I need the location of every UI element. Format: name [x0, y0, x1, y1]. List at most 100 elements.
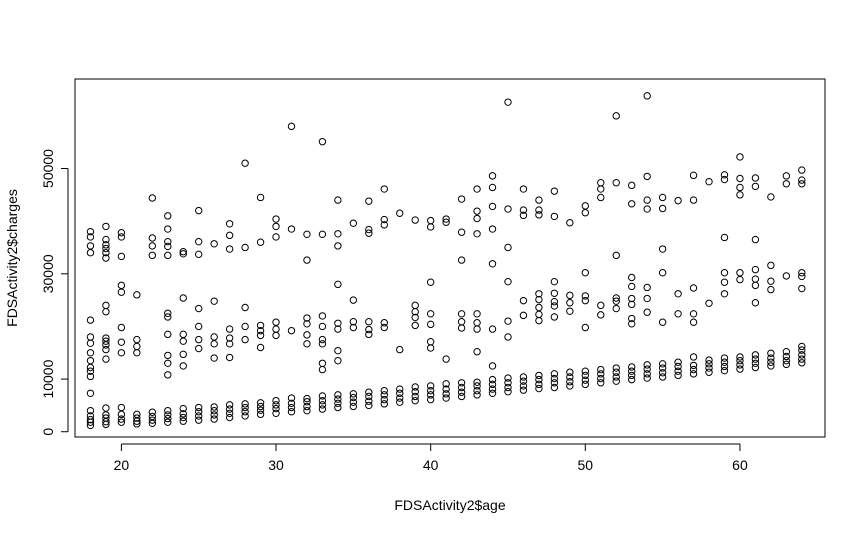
data-point [705, 177, 713, 186]
data-point [612, 364, 620, 372]
data-point [117, 252, 126, 261]
plot-frame [74, 78, 826, 438]
data-point [658, 245, 667, 253]
data-point [720, 354, 729, 362]
data-point [195, 412, 203, 420]
data-point [612, 373, 620, 381]
data-point [689, 196, 698, 204]
data-point [86, 406, 95, 415]
data-point [581, 380, 590, 389]
data-point [272, 222, 280, 231]
data-point [550, 313, 559, 321]
data-point [720, 290, 729, 298]
data-point [380, 395, 388, 404]
data-point [426, 216, 435, 225]
data-point [504, 98, 512, 106]
data-point [349, 219, 358, 227]
data-point [303, 398, 311, 406]
data-point [287, 403, 296, 412]
data-point [457, 324, 466, 332]
data-point [720, 366, 729, 375]
data-point [241, 159, 249, 167]
data-point [519, 373, 528, 381]
data-point [164, 212, 172, 220]
data-point [705, 360, 713, 368]
x-axis: 20 30 40 50 60 [114, 443, 748, 473]
data-point [349, 296, 358, 304]
data-point [318, 392, 327, 400]
data-point [519, 206, 528, 214]
data-point [689, 318, 698, 326]
data-point [736, 356, 744, 365]
data-point [658, 193, 667, 202]
data-point [318, 405, 327, 413]
data-point [86, 367, 95, 375]
data-point [426, 338, 435, 346]
data-point [272, 401, 280, 409]
data-point [767, 277, 775, 285]
data-point [628, 282, 636, 291]
data-point [272, 233, 280, 241]
y-axis-label: FDSActivity2$charges [4, 189, 20, 327]
data-point [457, 379, 466, 387]
data-point [411, 396, 419, 405]
data-point [349, 318, 358, 326]
data-point [535, 211, 543, 219]
data-point [396, 385, 404, 393]
data-point [612, 304, 620, 313]
data-point [705, 299, 713, 307]
data-point [365, 225, 373, 234]
data-point [86, 242, 95, 250]
data-point [566, 219, 574, 227]
data-point [720, 233, 729, 242]
data-point [179, 337, 187, 345]
y-tick-label: 50000 [40, 149, 56, 188]
data-point [380, 400, 388, 408]
data-point [210, 240, 218, 248]
data-point [225, 325, 234, 333]
data-point [767, 285, 775, 294]
data-point [86, 249, 95, 257]
data-point [303, 394, 311, 403]
data-point [751, 363, 760, 372]
data-point [256, 238, 265, 246]
data-point [133, 420, 141, 428]
data-point [658, 204, 667, 213]
data-point [349, 402, 358, 411]
data-point [504, 374, 512, 382]
data-point [426, 386, 435, 395]
data-point [318, 365, 327, 374]
data-point [535, 206, 543, 214]
data-point [782, 172, 791, 180]
data-point [133, 349, 141, 357]
data-point [736, 191, 744, 199]
data-point [798, 342, 806, 351]
data-point [396, 389, 404, 398]
data-point [195, 335, 203, 344]
data-point [674, 371, 682, 380]
data-point [488, 225, 497, 233]
data-point [426, 223, 435, 231]
data-point [566, 368, 574, 376]
data-point [380, 221, 388, 229]
data-point [148, 194, 157, 202]
data-point [535, 290, 543, 298]
y-axis: 0 10000 30000 50000 [40, 149, 69, 436]
data-point [550, 187, 559, 195]
data-point [117, 403, 126, 412]
data-point [767, 193, 775, 201]
data-point [751, 182, 760, 191]
data-point [767, 261, 775, 270]
data-point [643, 172, 651, 181]
data-point [612, 377, 620, 385]
data-point [457, 392, 466, 401]
data-point [349, 390, 358, 398]
data-point [179, 404, 187, 413]
data-point [488, 385, 497, 393]
data-point [164, 330, 172, 339]
y-tick-label: 0 [40, 428, 56, 436]
data-point [798, 351, 806, 359]
data-point [581, 371, 590, 380]
data-point [798, 272, 806, 281]
data-point [581, 202, 590, 210]
